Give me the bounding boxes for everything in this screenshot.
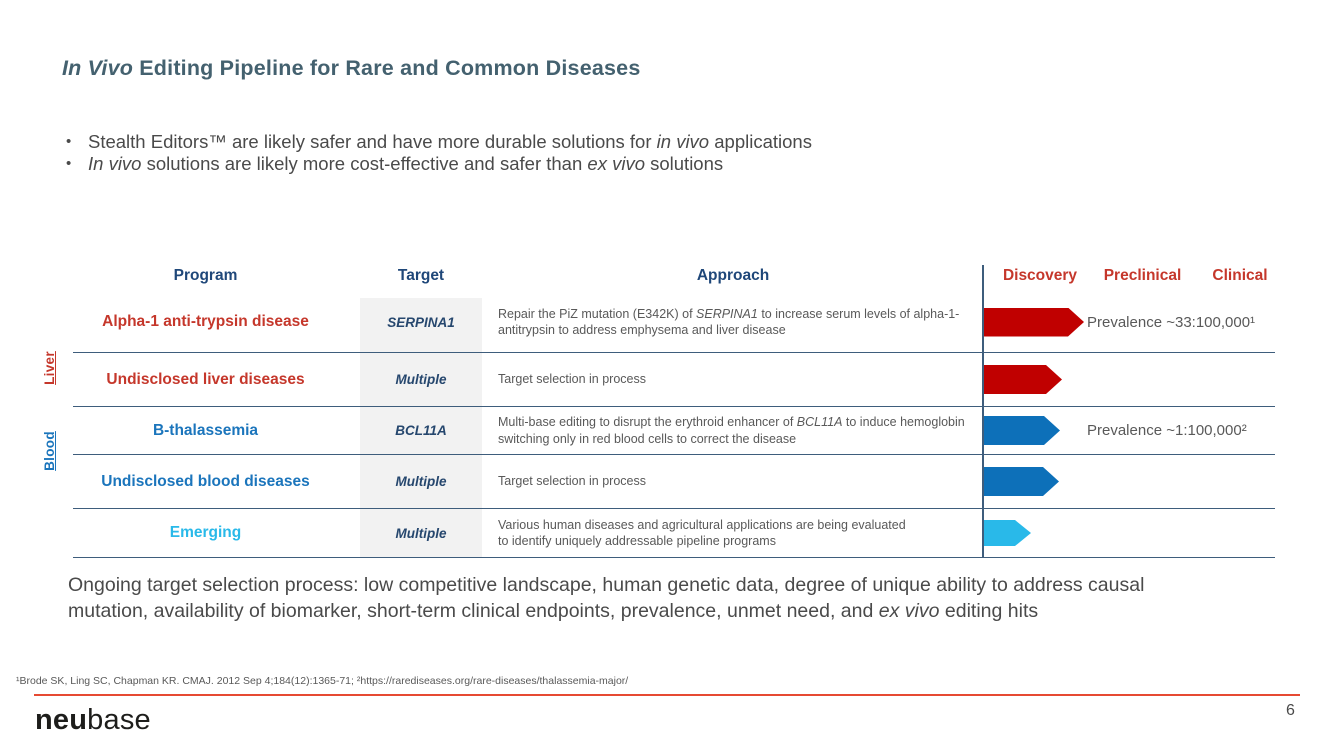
- table-row: Alpha-1 anti-trypsin disease SERPINA1 Re…: [73, 292, 1275, 353]
- approach-text: Various human diseases and agricultural …: [498, 517, 906, 549]
- column-header-target: Target: [397, 267, 445, 284]
- stage-header-preclinical: Preclinical: [1103, 267, 1182, 284]
- program-name: Undisclosed blood diseases: [101, 472, 310, 490]
- summary-line: Ongoing target selection process: low co…: [68, 574, 1145, 596]
- summary-paragraph: Ongoing target selection process: low co…: [68, 572, 1144, 624]
- approach-text: Repair the PiZ mutation (E342K) of SERPI…: [498, 306, 960, 338]
- program-name: Undisclosed liver diseases: [106, 370, 305, 388]
- stage-progress-arrow: [984, 292, 1084, 352]
- target-column-background: [360, 298, 482, 558]
- stage-progress-arrow: [984, 509, 1031, 557]
- table-row: Undisclosed blood diseases Multiple Targ…: [73, 455, 1275, 509]
- target-gene: SERPINA1: [387, 314, 455, 330]
- bullet-item: • Stealth Editors™ are likely safer and …: [66, 131, 812, 153]
- stage-progress-arrow: [984, 455, 1059, 508]
- group-label-blood: Blood: [42, 431, 57, 471]
- bullet-list: • Stealth Editors™ are likely safer and …: [66, 131, 812, 175]
- table-row: B-thalassemia BCL11A Multi-base editing …: [73, 407, 1275, 455]
- target-gene: Multiple: [395, 525, 447, 541]
- approach-text: Multi-base editing to disrupt the erythr…: [498, 415, 965, 446]
- prevalence-note: Prevalence ~1:100,000²: [1087, 422, 1247, 439]
- group-label-liver: Liver: [42, 351, 57, 385]
- table-row: Emerging Multiple Various human diseases…: [73, 509, 1275, 558]
- program-name: Emerging: [169, 524, 242, 541]
- page-number: 6: [1286, 702, 1295, 719]
- bullet-item: • In vivo solutions are likely more cost…: [66, 153, 812, 175]
- stage-axis-line: [982, 265, 984, 558]
- target-gene: Multiple: [395, 474, 447, 489]
- footer-divider: [34, 694, 1300, 696]
- bullet-text: Stealth Editors™ are likely safer and ha…: [88, 131, 812, 152]
- target-gene: BCL11A: [395, 423, 447, 438]
- approach-text: Target selection in process: [498, 372, 646, 387]
- title-segment: Editing Pipeline for Rare and Common Dis…: [133, 56, 641, 80]
- target-gene: Multiple: [395, 372, 447, 387]
- company-logo: neubase: [35, 704, 151, 736]
- table-row: Undisclosed liver diseases Multiple Targ…: [73, 353, 1275, 407]
- column-header-approach: Approach: [696, 266, 770, 284]
- summary-line: mutation, availability of biomarker, sho…: [68, 600, 1039, 622]
- table-header-row: Program Target Approach Discovery Precli…: [73, 260, 1275, 292]
- stage-header-clinical: Clinical: [1212, 267, 1268, 284]
- stage-header-discovery: Discovery: [1002, 267, 1078, 284]
- approach-text: Target selection in process: [498, 474, 646, 489]
- bullet-marker-icon: •: [66, 133, 72, 150]
- program-name: Alpha-1 anti-trypsin disease: [102, 313, 309, 330]
- bullet-marker-icon: •: [66, 155, 72, 172]
- column-header-program: Program: [173, 267, 238, 284]
- title-italic-segment: In Vivo: [62, 56, 134, 80]
- stage-progress-arrow: [984, 353, 1062, 406]
- stage-progress-arrow: [984, 407, 1060, 454]
- prevalence-note: Prevalence ~33:100,000¹: [1087, 313, 1256, 331]
- page-title: In Vivo Editing Pipeline for Rare and Co…: [62, 56, 641, 81]
- citation-footnote: ¹Brode SK, Ling SC, Chapman KR. CMAJ. 20…: [16, 675, 629, 687]
- program-name: B-thalassemia: [152, 421, 259, 439]
- bullet-text: In vivo solutions are likely more cost-e…: [88, 153, 724, 174]
